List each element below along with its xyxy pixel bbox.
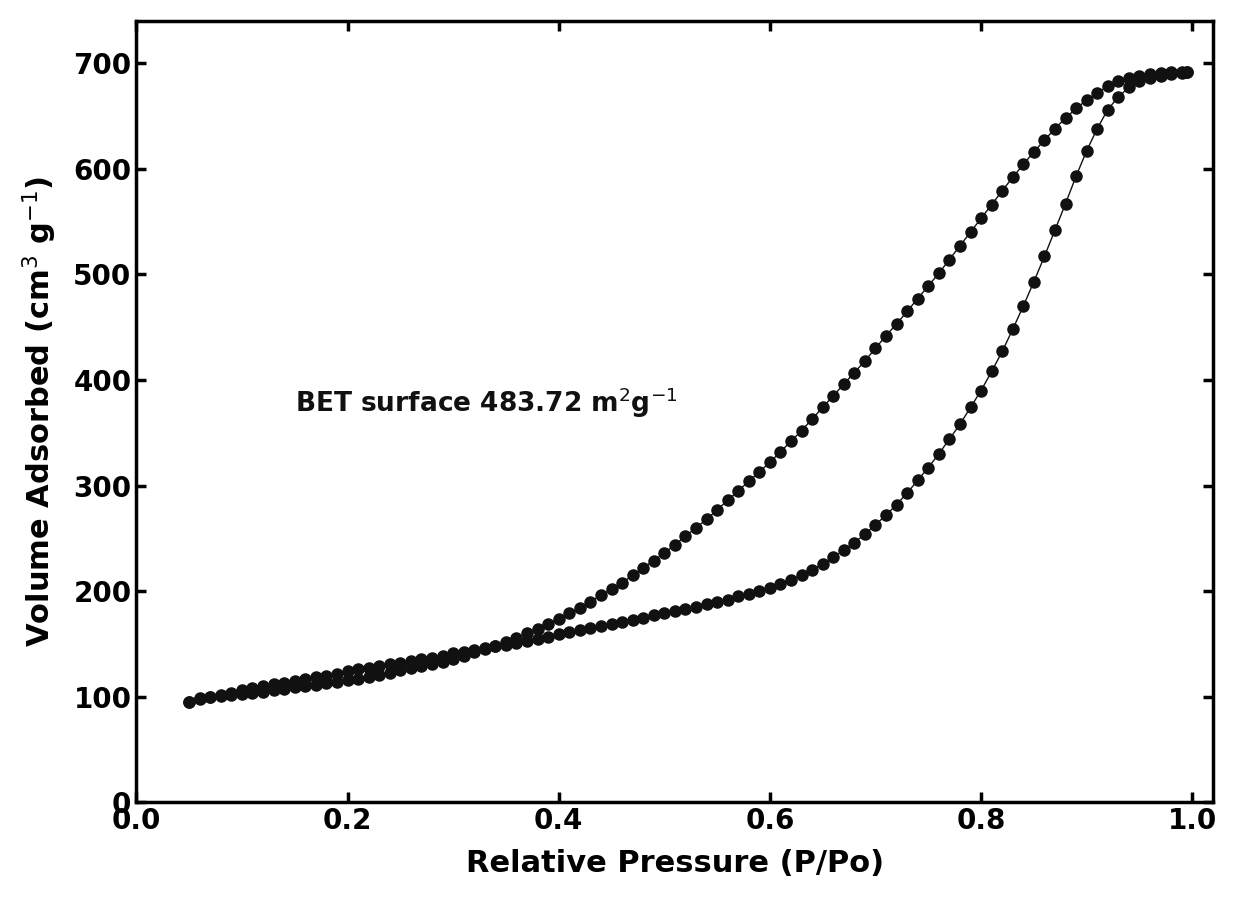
- X-axis label: Relative Pressure (P/Po): Relative Pressure (P/Po): [466, 850, 884, 878]
- Y-axis label: Volume Adsorbed (cm$^3$ g$^{-1}$): Volume Adsorbed (cm$^3$ g$^{-1}$): [21, 176, 60, 647]
- Text: BET surface 483.72 m$^2$g$^{-1}$: BET surface 483.72 m$^2$g$^{-1}$: [295, 385, 677, 420]
